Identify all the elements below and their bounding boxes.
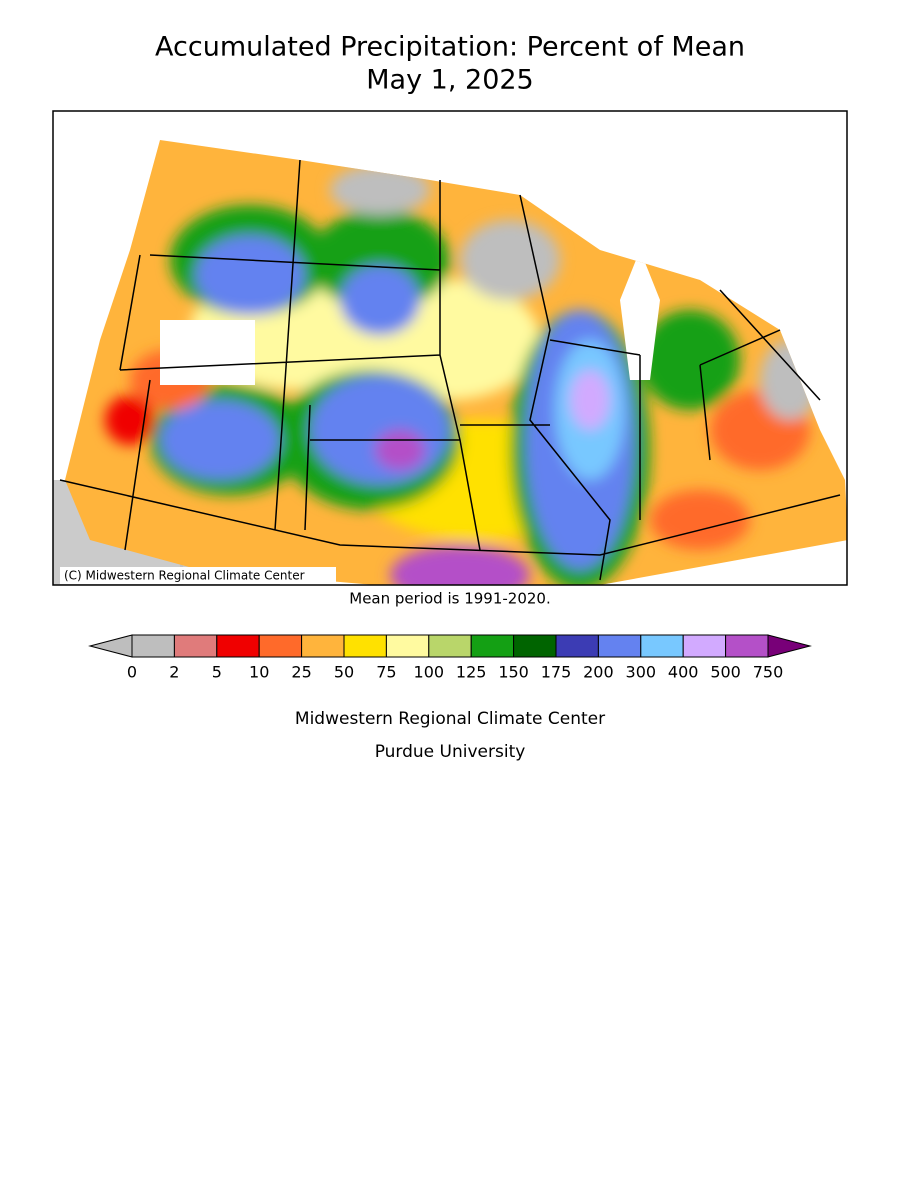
legend-tick-label: 2 bbox=[169, 663, 179, 682]
legend-tick-label: 200 bbox=[583, 663, 614, 682]
legend-swatch bbox=[258, 634, 303, 658]
legend-tick-label: 150 bbox=[498, 663, 529, 682]
legend-tick-label: 25 bbox=[291, 663, 311, 682]
mean-period-note: Mean period is 1991-2020. bbox=[349, 590, 550, 608]
legend-swatch bbox=[470, 634, 515, 658]
subtitle: May 1, 2025 bbox=[366, 65, 533, 96]
footer-line: Purdue University bbox=[375, 742, 526, 762]
map-credit: (C) Midwestern Regional Climate Center bbox=[64, 569, 305, 583]
legend-swatch bbox=[343, 634, 387, 658]
legend-tick-label: 400 bbox=[668, 663, 699, 682]
legend-tick-label: 175 bbox=[541, 663, 572, 682]
legend-swatch bbox=[173, 634, 218, 658]
footer-line: Midwestern Regional Climate Center bbox=[295, 709, 605, 729]
legend-tick-label: 50 bbox=[334, 663, 354, 682]
legend-swatch bbox=[131, 634, 175, 658]
legend-tick-label: 0 bbox=[127, 663, 137, 682]
legend-tick-label: 75 bbox=[376, 663, 396, 682]
legend-swatch bbox=[640, 634, 684, 658]
legend-swatch bbox=[513, 634, 557, 658]
map: (C) Midwestern Regional Climate Center bbox=[52, 110, 848, 586]
legend-tick-label: 10 bbox=[249, 663, 269, 682]
legend: 0 2 5 10 25 50 75 100 125 150 175 200 300 400 500 750 bbox=[88, 634, 812, 682]
legend-tick-label: 500 bbox=[710, 663, 741, 682]
legend-over-arrow bbox=[767, 634, 812, 658]
title: Accumulated Precipitation: Percent of Me… bbox=[155, 32, 745, 63]
legend-swatch bbox=[725, 634, 769, 658]
legend-swatch bbox=[301, 634, 345, 658]
legend-tick-label: 100 bbox=[414, 663, 445, 682]
legend-swatch bbox=[385, 634, 430, 658]
legend-swatch bbox=[555, 634, 599, 658]
legend-tick-label: 750 bbox=[753, 663, 784, 682]
legend-tick-label: 125 bbox=[456, 663, 487, 682]
legend-swatch bbox=[597, 634, 642, 658]
legend-tick-label: 5 bbox=[212, 663, 222, 682]
legend-swatch bbox=[682, 634, 727, 658]
legend-swatch bbox=[216, 634, 260, 658]
legend-under-arrow bbox=[88, 634, 133, 658]
legend-tick-label: 300 bbox=[626, 663, 657, 682]
legend-swatch bbox=[428, 634, 472, 658]
